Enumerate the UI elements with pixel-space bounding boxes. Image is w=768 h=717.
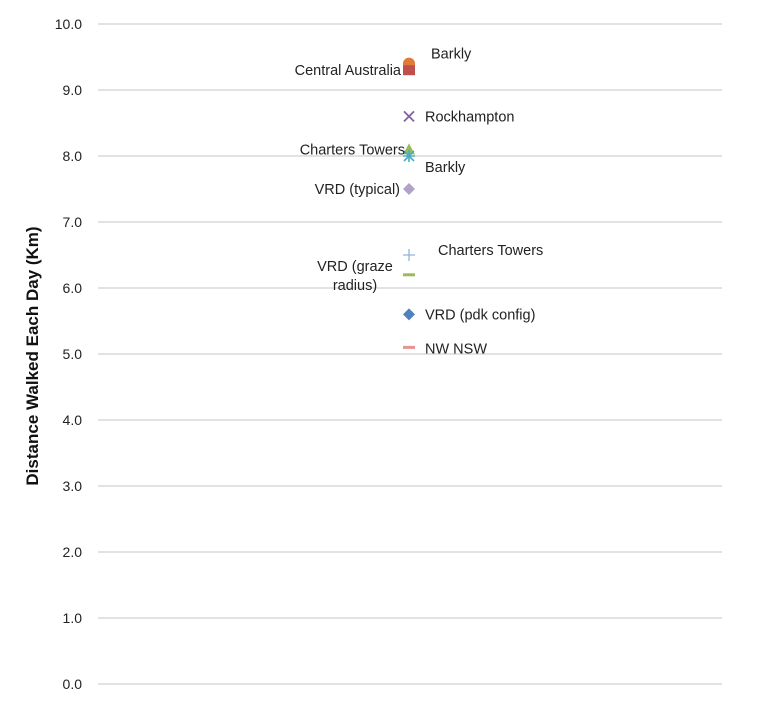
y-tick-label: 4.0	[63, 412, 83, 428]
point-marker-diamond	[403, 308, 415, 321]
y-tick-label: 5.0	[63, 346, 83, 362]
data-label: VRD (graze radius)	[317, 259, 393, 294]
y-tick-label: 10.0	[55, 16, 82, 32]
y-tick-label: 7.0	[63, 214, 83, 230]
grid-lines	[98, 23, 722, 685]
data-label: Charters Towers	[300, 142, 405, 158]
data-label: Charters Towers	[438, 243, 543, 259]
y-tick-label: 2.0	[63, 544, 83, 560]
point-marker-dash	[403, 273, 415, 277]
y-axis-ticks: 0.0 1.0 2.0 3.0 4.0 5.0 6.0 7.0 8.0 9.0 10.0	[55, 16, 82, 692]
data-label-line: VRD (graze	[317, 259, 393, 275]
y-axis-title: Distance Walked Each Day (Km)	[23, 226, 42, 485]
data-label: Barkly	[431, 47, 472, 63]
point-marker-star	[403, 150, 415, 162]
y-tick-label: 9.0	[63, 82, 83, 98]
point-marker-triangle	[403, 143, 415, 155]
point-marker-plus	[403, 249, 415, 261]
y-tick-label: 3.0	[63, 478, 83, 494]
y-tick-label: 8.0	[63, 148, 83, 164]
data-labels: Barkly Central Australia Rockhampton Charte…	[295, 47, 544, 358]
data-label-line: radius)	[333, 278, 377, 294]
data-label: Central Australia	[295, 63, 402, 79]
data-label: VRD (typical)	[315, 182, 400, 198]
y-tick-label: 6.0	[63, 280, 83, 296]
point-marker-dash	[403, 345, 415, 349]
point-marker-diamond	[403, 183, 415, 195]
data-label: VRD (pdk config)	[425, 307, 535, 323]
data-label: NW NSW	[425, 341, 487, 357]
data-label: Barkly	[425, 160, 466, 176]
data-points	[403, 57, 415, 349]
y-tick-label: 1.0	[63, 610, 83, 626]
point-marker-square	[403, 65, 415, 76]
y-tick-label: 0.0	[63, 676, 83, 692]
data-label: Rockhampton	[425, 109, 514, 125]
point-marker-x	[403, 110, 415, 123]
